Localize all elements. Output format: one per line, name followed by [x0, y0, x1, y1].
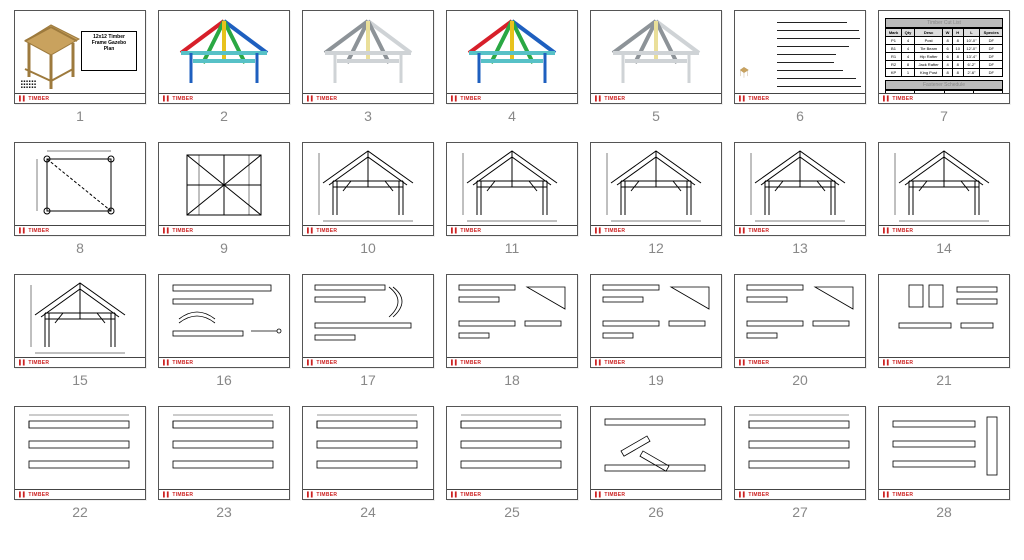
page-number: 3	[364, 108, 372, 124]
page-thumb-13[interactable]: ▌▌ TIMBER 13	[734, 142, 866, 256]
brand-logo: ▌▌ TIMBER	[883, 360, 913, 366]
page-number: 15	[72, 372, 88, 388]
brand-logo: ▌▌ TIMBER	[19, 492, 49, 498]
page-thumb-14[interactable]: ▌▌ TIMBER 14	[878, 142, 1010, 256]
page-thumb-19[interactable]: ▌▌ TIMBER 19	[590, 274, 722, 388]
brand-logo: ▌▌ TIMBER	[163, 492, 193, 498]
brand-logo: ▌▌ TIMBER	[307, 96, 337, 102]
page-number: 5	[652, 108, 660, 124]
page-thumb-4[interactable]: ▌▌ TIMBER 4	[446, 10, 578, 124]
brand-logo: ▌▌ TIMBER	[307, 360, 337, 366]
brand-logo: ▌▌ TIMBER	[451, 492, 481, 498]
page-thumb-26[interactable]: ▌▌ TIMBER 26	[590, 406, 722, 520]
page-number: 25	[504, 504, 520, 520]
page-thumb-16[interactable]: ▌▌ TIMBER 16	[158, 274, 290, 388]
brand-logo: ▌▌ TIMBER	[451, 96, 481, 102]
page-number: 17	[360, 372, 376, 388]
page-number: 9	[220, 240, 228, 256]
brand-logo: ▌▌ TIMBER	[307, 492, 337, 498]
page-thumb-17[interactable]: ▌▌ TIMBER 17	[302, 274, 434, 388]
page-number: 18	[504, 372, 520, 388]
page-number: 8	[76, 240, 84, 256]
page-thumb-7[interactable]: Timber Cut List MarkQtyDescWHLSpeciesP14…	[878, 10, 1010, 124]
page-number: 14	[936, 240, 952, 256]
brand-logo: ▌▌ TIMBER	[595, 96, 625, 102]
page-number: 27	[792, 504, 808, 520]
page-number: 20	[792, 372, 808, 388]
brand-logo: ▌▌ TIMBER	[739, 96, 769, 102]
brand-logo: ▌▌ TIMBER	[595, 228, 625, 234]
page-number: 23	[216, 504, 232, 520]
page-number: 22	[72, 504, 88, 520]
page-number: 1	[76, 108, 84, 124]
brand-logo: ▌▌ TIMBER	[163, 96, 193, 102]
brand-logo: ▌▌ TIMBER	[451, 360, 481, 366]
page-thumb-2[interactable]: ▌▌ TIMBER 2	[158, 10, 290, 124]
page-number: 13	[792, 240, 808, 256]
page-number: 10	[360, 240, 376, 256]
brand-logo: ▌▌ TIMBER	[595, 360, 625, 366]
page-thumb-24[interactable]: ▌▌ TIMBER 24	[302, 406, 434, 520]
page-thumb-27[interactable]: ▌▌ TIMBER 27	[734, 406, 866, 520]
page-number: 11	[505, 240, 520, 256]
page-thumb-20[interactable]: ▌▌ TIMBER 20	[734, 274, 866, 388]
brand-logo: ▌▌ TIMBER	[883, 228, 913, 234]
page-number: 24	[360, 504, 376, 520]
brand-logo: ▌▌ TIMBER	[19, 96, 49, 102]
page-number: 12	[648, 240, 664, 256]
page-number: 4	[508, 108, 516, 124]
page-thumb-1[interactable]: 12x12 Timber Frame Gazebo Plan■ ■ ■ ■ ■ …	[14, 10, 146, 124]
brand-logo: ▌▌ TIMBER	[739, 360, 769, 366]
brand-logo: ▌▌ TIMBER	[739, 228, 769, 234]
brand-logo: ▌▌ TIMBER	[19, 360, 49, 366]
title-block: 12x12 Timber Frame Gazebo Plan	[81, 31, 137, 71]
page-thumb-11[interactable]: ▌▌ TIMBER 11	[446, 142, 578, 256]
brand-logo: ▌▌ TIMBER	[739, 492, 769, 498]
brand-logo: ▌▌ TIMBER	[883, 492, 913, 498]
page-number: 2	[220, 108, 228, 124]
brand-logo: ▌▌ TIMBER	[883, 96, 913, 102]
page-number: 19	[648, 372, 664, 388]
page-thumb-12[interactable]: ▌▌ TIMBER 12	[590, 142, 722, 256]
page-number: 7	[940, 108, 948, 124]
brand-logo: ▌▌ TIMBER	[163, 360, 193, 366]
page-thumb-22[interactable]: ▌▌ TIMBER 22	[14, 406, 146, 520]
page-thumb-3[interactable]: ▌▌ TIMBER 3	[302, 10, 434, 124]
page-thumb-18[interactable]: ▌▌ TIMBER 18	[446, 274, 578, 388]
brand-logo: ▌▌ TIMBER	[307, 228, 337, 234]
page-thumb-21[interactable]: ▌▌ TIMBER 21	[878, 274, 1010, 388]
brand-logo: ▌▌ TIMBER	[163, 228, 193, 234]
brand-logo: ▌▌ TIMBER	[595, 492, 625, 498]
page-thumb-8[interactable]: ▌▌ TIMBER 8	[14, 142, 146, 256]
page-thumb-6[interactable]: ▌▌ TIMBER 6	[734, 10, 866, 124]
page-number: 28	[936, 504, 952, 520]
page-number: 21	[936, 372, 952, 388]
brand-logo: ▌▌ TIMBER	[19, 228, 49, 234]
page-number: 16	[216, 372, 232, 388]
page-number: 26	[648, 504, 664, 520]
page-number: 6	[796, 108, 804, 124]
page-thumb-23[interactable]: ▌▌ TIMBER 23	[158, 406, 290, 520]
page-thumb-5[interactable]: ▌▌ TIMBER 5	[590, 10, 722, 124]
brand-logo: ▌▌ TIMBER	[451, 228, 481, 234]
page-thumb-28[interactable]: ▌▌ TIMBER 28	[878, 406, 1010, 520]
page-thumb-10[interactable]: ▌▌ TIMBER 10	[302, 142, 434, 256]
page-thumb-25[interactable]: ▌▌ TIMBER 25	[446, 406, 578, 520]
page-thumb-15[interactable]: ▌▌ TIMBER 15	[14, 274, 146, 388]
page-thumb-9[interactable]: ▌▌ TIMBER 9	[158, 142, 290, 256]
